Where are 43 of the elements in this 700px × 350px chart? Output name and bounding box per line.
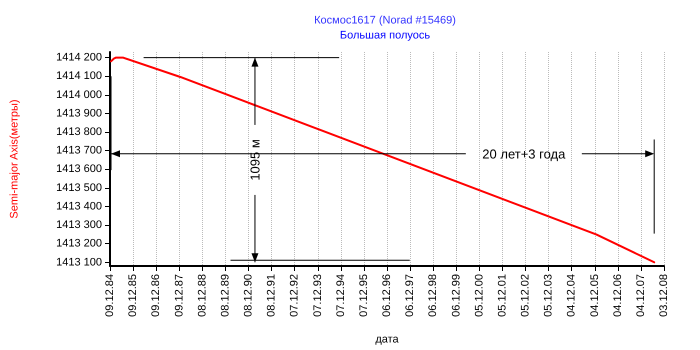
x-tick-label: 05.12.01: [496, 274, 508, 317]
chart-subtitle: Большая полуось: [340, 30, 430, 42]
y-tick-label: 1413 200: [56, 238, 102, 250]
x-tick-label: 09.12.86: [150, 274, 162, 317]
y-tick-label: 1413 400: [56, 200, 102, 212]
x-tick-label: 08.12.90: [242, 274, 254, 317]
y-tick-label: 1414 100: [56, 70, 102, 82]
x-tick-label: 08.12.88: [196, 274, 208, 317]
y-tick-label: 1413 600: [56, 163, 102, 176]
y-tick-label: 1414 000: [56, 88, 102, 101]
x-tick-label: 04.12.06: [612, 274, 624, 317]
x-tick-label: 09.12.84: [104, 274, 116, 317]
x-tick-label: 06.12.96: [381, 274, 393, 317]
x-tick-label: 04.12.07: [634, 274, 647, 317]
x-tick-label: 06.12.97: [404, 274, 416, 317]
x-tick-label: 08.12.89: [219, 274, 232, 317]
x-tick-label: 07.12.93: [312, 274, 324, 317]
y-axis-title: Semi-major Axis(метры): [8, 99, 20, 219]
x-axis-title: дата: [375, 334, 400, 346]
x-tick-label: 08.12.91: [266, 274, 278, 317]
annotation: 20 лет+3 года: [482, 146, 566, 162]
x-tick-label: 07.12.94: [334, 274, 347, 317]
x-tick-label: 07.12.92: [288, 274, 301, 317]
x-tick-label: 09.12.87: [173, 274, 186, 317]
y-tick-label: 1413 900: [56, 107, 102, 120]
y-tick-label: 1413 500: [56, 182, 102, 194]
y-tick-label: 1413 800: [56, 126, 102, 138]
x-tick-label: 09.12.85: [127, 274, 140, 317]
y-tick-label: 1414 200: [56, 52, 102, 64]
y-tick-label: 1413 300: [56, 219, 102, 232]
chart-title: Космос1617 (Norad #15469): [314, 14, 456, 26]
x-tick-label: 05.12.00: [473, 274, 486, 317]
x-tick-label: 05.12.03: [542, 274, 555, 317]
annotation: 1095 м: [247, 139, 262, 181]
x-tick-label: 04.12.04: [566, 274, 578, 317]
x-tick-label: 06.12.98: [427, 274, 440, 317]
x-tick-label: 06.12.99: [450, 274, 462, 317]
y-tick-label: 1413 100: [56, 256, 102, 268]
x-tick-label: 03.12.08: [658, 274, 670, 317]
y-tick-label: 1413 700: [56, 144, 102, 157]
x-tick-label: 04.12.05: [588, 274, 601, 317]
x-tick-label: 07.12.95: [358, 274, 370, 317]
x-tick-label: 05.12.02: [520, 274, 532, 317]
